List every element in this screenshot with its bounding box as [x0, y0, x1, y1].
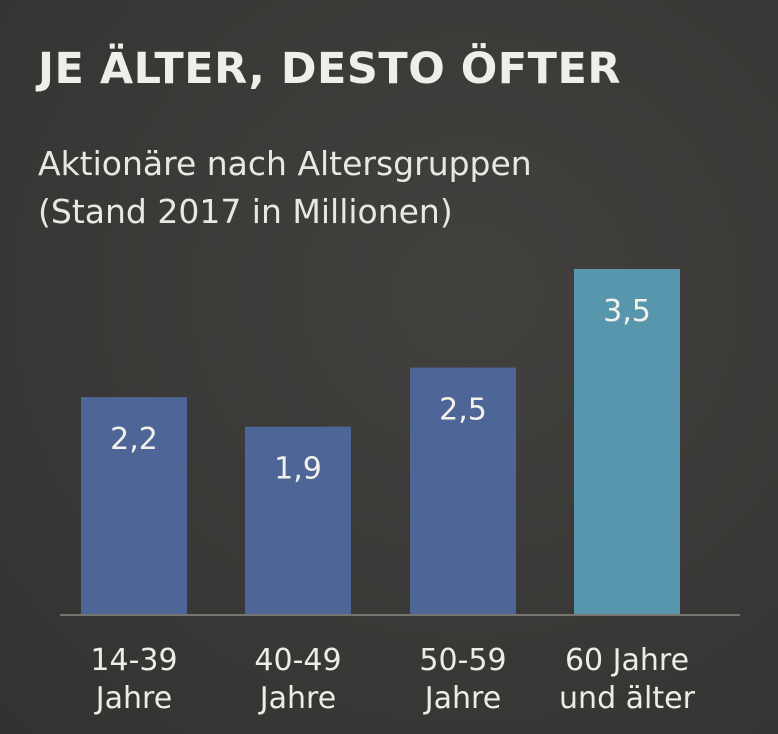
bar-value-label-1: 2,2 [110, 422, 158, 457]
category-label-4-line-2: und älter [559, 681, 696, 716]
bar-value-label-3: 2,5 [439, 393, 487, 428]
category-label-1-line-2: Jahre [94, 681, 172, 716]
bar-4 [574, 269, 680, 614]
subtitle-line-1: Aktionäre nach Altersgruppen [38, 144, 532, 183]
subtitle-line-2: (Stand 2017 in Millionen) [38, 192, 453, 231]
category-label-4-line-1: 60 Jahre [565, 643, 689, 678]
category-label-3-line-1: 50-59 [419, 643, 506, 678]
chart-title: JE ÄLTER, DESTO ÖFTER [38, 44, 621, 94]
bar-value-label-2: 1,9 [274, 452, 322, 487]
bar-2 [245, 426, 351, 614]
category-label-2-line-2: Jahre [258, 681, 336, 716]
category-label-2-line-1: 40-49 [254, 643, 341, 678]
category-label-3-line-2: Jahre [423, 681, 501, 716]
chart-subtitle: Aktionäre nach Altersgruppen (Stand 2017… [38, 140, 738, 236]
bar-value-label-4: 3,5 [603, 294, 651, 329]
bar-1 [81, 397, 187, 614]
category-label-1-line-1: 14-39 [90, 643, 177, 678]
bar-3 [410, 367, 516, 614]
